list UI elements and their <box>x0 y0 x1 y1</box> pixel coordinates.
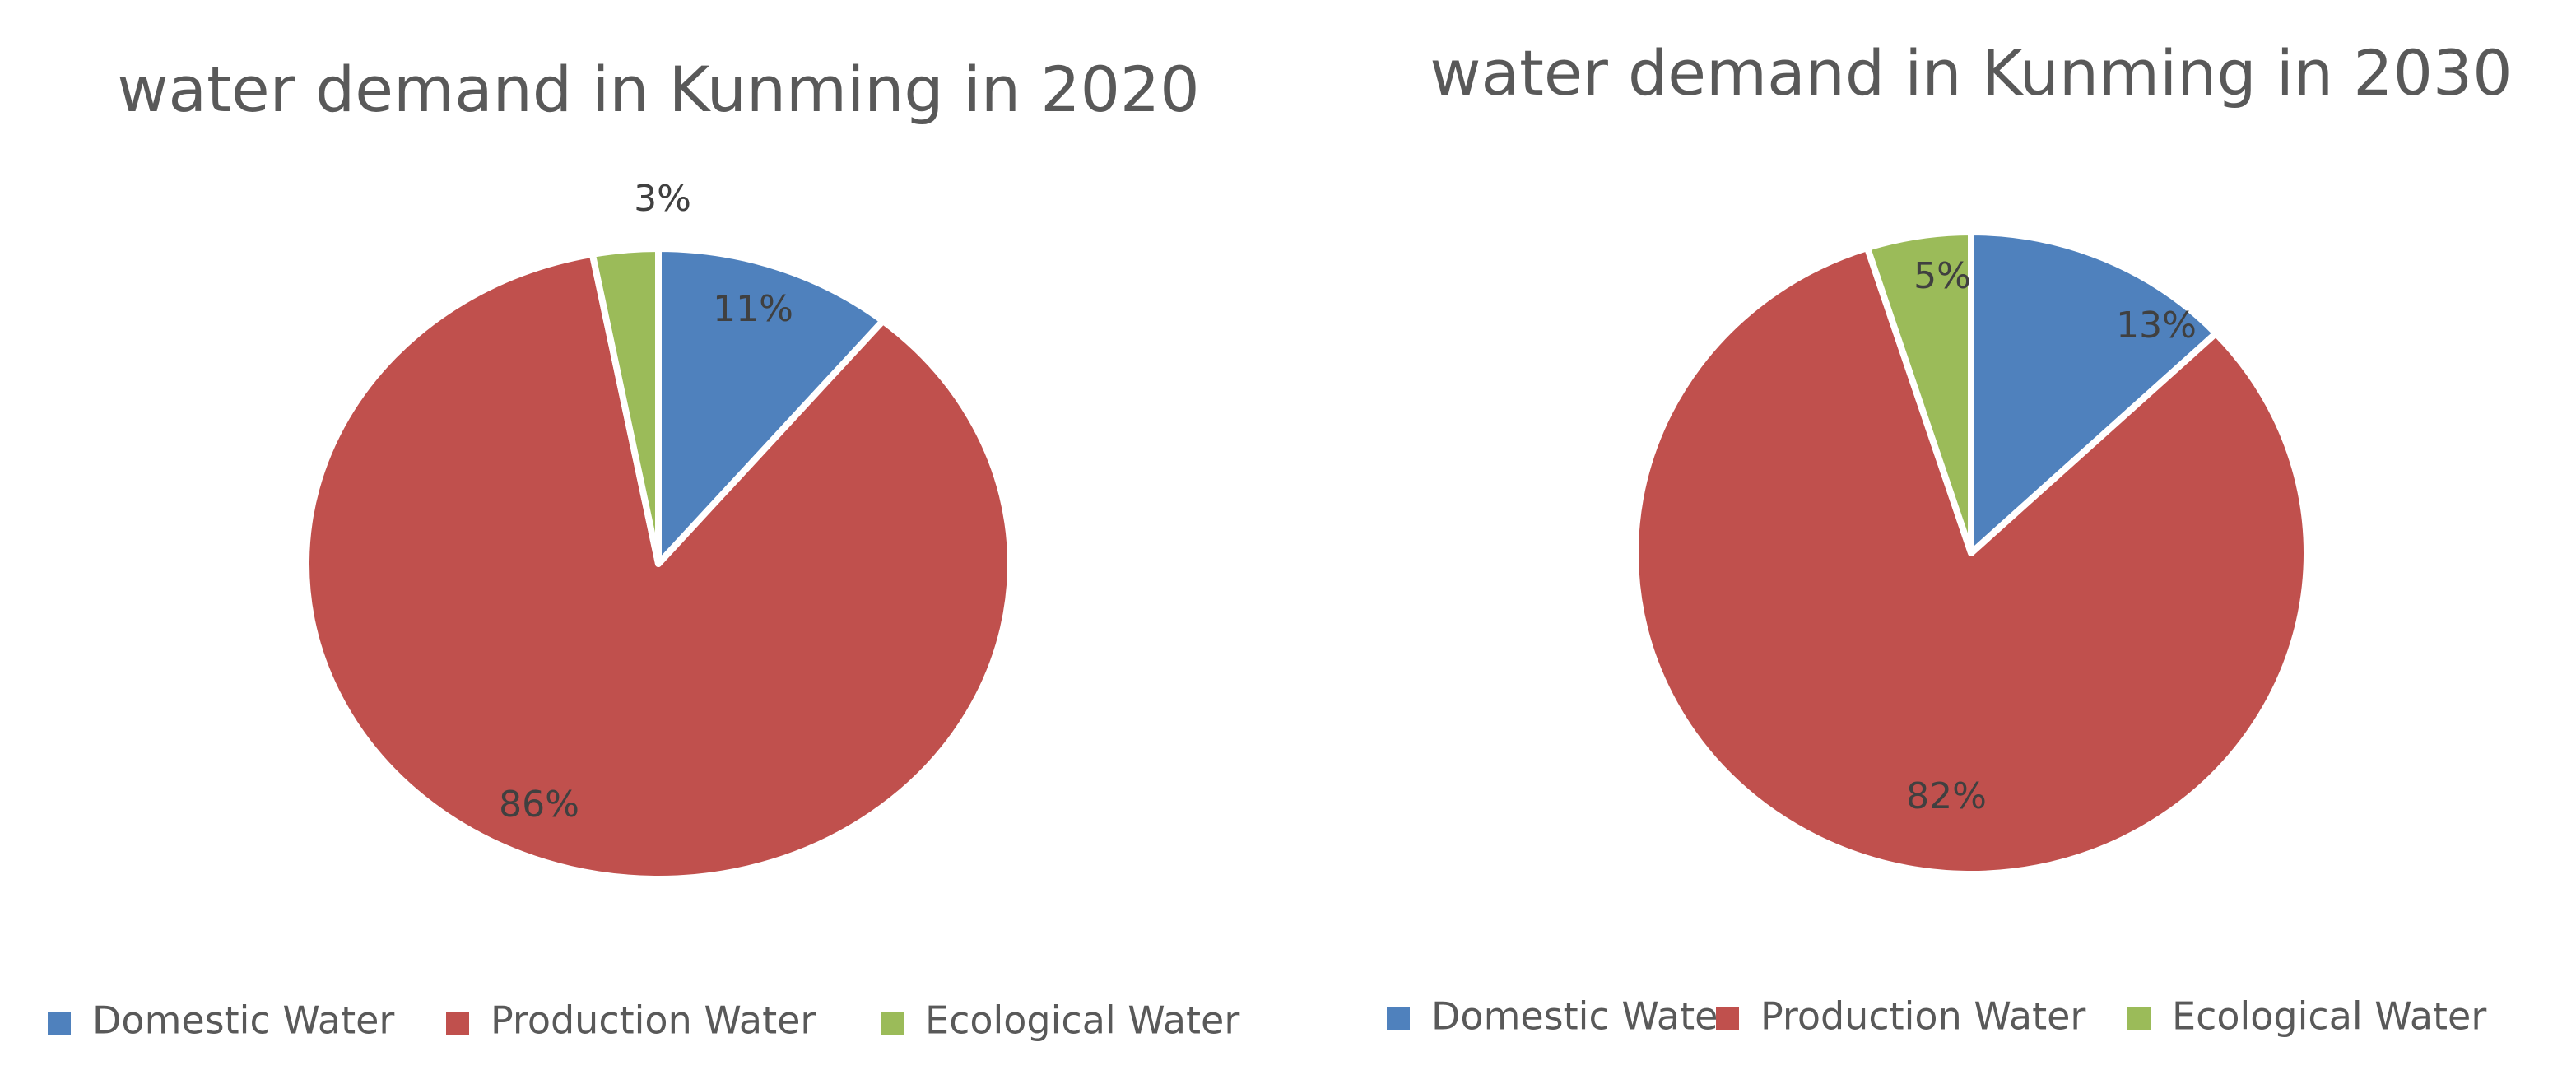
production-water-label: 82% <box>1906 775 1987 817</box>
chart-title: water demand in Kunming in 2030 <box>1430 36 2512 109</box>
legend-domestic-water-swatch <box>48 1012 71 1035</box>
legend-ecological-water-swatch <box>2127 1007 2151 1030</box>
ecological-water-slice <box>588 245 662 567</box>
ecological-water-label: 5% <box>1913 255 1971 297</box>
domestic-water-slice <box>655 245 886 567</box>
pie-chart-2020: water demand in Kunming in 2020 11% 86% 3%… <box>48 53 1239 1043</box>
legend-domestic-water-text: Domestic Water <box>1431 994 1733 1039</box>
ecological-water-slice <box>1863 229 1974 556</box>
legend-ecological-water-swatch <box>881 1012 904 1035</box>
legend-production-water-swatch <box>1716 1007 1739 1030</box>
legend-ecological-water-text: Ecological Water <box>925 998 1239 1043</box>
ecological-water-label: 3% <box>634 178 691 220</box>
chart-title: water demand in Kunming in 2020 <box>117 53 1199 126</box>
production-water-slice <box>1632 244 2310 877</box>
legend-production-water-swatch <box>446 1012 469 1035</box>
production-water-label: 86% <box>499 784 579 826</box>
legend-production-water-text: Production Water <box>1760 994 2085 1039</box>
legend-domestic-water-swatch <box>1387 1007 1410 1030</box>
pie-chart-2030: water demand in Kunming in 2030 13% 82% 5%… <box>1387 36 2513 1039</box>
domestic-water-label: 11% <box>713 288 793 330</box>
domestic-water-label: 13% <box>2116 305 2197 347</box>
domestic-water-slice <box>1968 229 2220 556</box>
legend-ecological-water-text: Ecological Water <box>2172 994 2486 1039</box>
legend-domestic-water-text: Domestic Water <box>92 998 394 1043</box>
legend-production-water-text: Production Water <box>491 998 816 1043</box>
